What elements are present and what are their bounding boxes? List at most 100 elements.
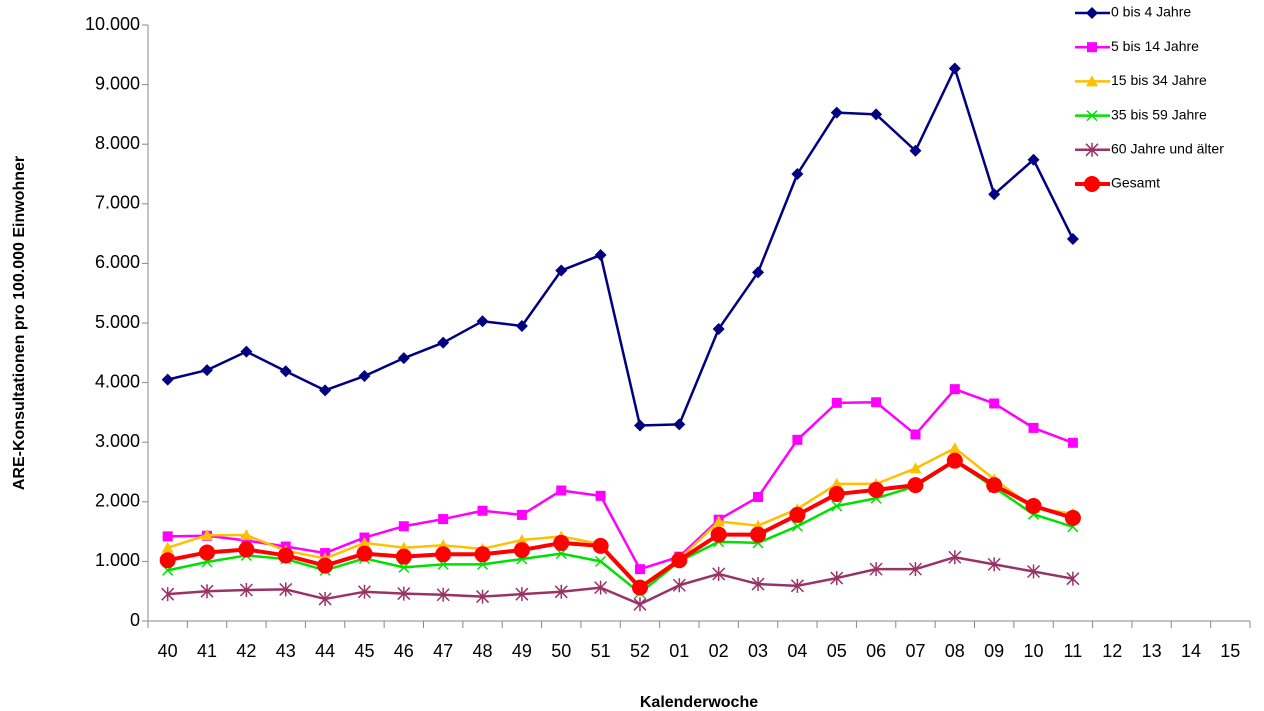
marker	[595, 555, 607, 567]
marker	[791, 520, 803, 532]
marker	[753, 492, 764, 503]
x-tick-label: 43	[276, 641, 296, 661]
x-tick-label: 47	[433, 641, 453, 661]
marker	[199, 544, 216, 561]
marker	[986, 477, 1003, 494]
marker	[1025, 497, 1042, 514]
x-tick-label: 50	[551, 641, 571, 661]
y-tick-label: 2.000	[95, 491, 140, 511]
marker	[397, 352, 410, 365]
marker	[790, 578, 804, 593]
marker	[1086, 75, 1098, 87]
y-axis-title: ARE-Konsultationen pro 100.000 Einwohner	[11, 156, 28, 490]
marker	[279, 365, 292, 378]
marker	[474, 546, 491, 563]
y-tick-label: 4.000	[95, 371, 140, 391]
marker	[909, 462, 922, 474]
marker	[395, 548, 412, 565]
series-line	[167, 67, 1075, 427]
y-tick-label: 10.000	[85, 14, 140, 34]
marker	[1086, 7, 1098, 19]
marker	[634, 564, 645, 575]
x-tick-label: 07	[905, 641, 925, 661]
marker	[710, 526, 727, 543]
marker	[750, 526, 767, 543]
x-tick-label: 12	[1102, 641, 1122, 661]
marker	[161, 541, 174, 553]
marker	[556, 485, 567, 496]
marker	[594, 249, 607, 262]
marker	[319, 384, 332, 397]
x-tick-label: 49	[512, 641, 532, 661]
marker	[1084, 176, 1100, 192]
marker	[438, 514, 449, 525]
marker	[751, 577, 765, 592]
marker	[712, 322, 725, 335]
x-tick-label: 02	[709, 641, 729, 661]
marker	[161, 587, 175, 602]
marker	[831, 397, 842, 408]
y-tick-label: 8.000	[95, 133, 140, 153]
marker	[830, 477, 843, 489]
x-tick-label: 13	[1142, 641, 1162, 661]
marker	[1087, 42, 1097, 53]
marker	[910, 429, 921, 440]
marker	[279, 582, 293, 597]
marker	[398, 521, 409, 532]
marker	[516, 509, 527, 520]
legend-text: 15 bis 34 Jahre	[1111, 72, 1207, 88]
y-tick-label: 1.000	[95, 550, 140, 570]
marker	[161, 373, 174, 386]
marker	[200, 584, 214, 599]
y-tick-label: 6.000	[95, 252, 140, 272]
x-tick-label: 14	[1181, 641, 1201, 661]
marker	[1066, 232, 1079, 245]
marker	[1027, 153, 1040, 166]
x-tick-label: 04	[787, 641, 807, 661]
x-tick-label: 42	[236, 641, 256, 661]
marker	[357, 584, 371, 599]
marker	[909, 144, 922, 157]
marker	[948, 442, 961, 454]
marker	[594, 580, 608, 595]
marker	[633, 419, 646, 432]
x-tick-label: 01	[669, 641, 689, 661]
marker	[240, 345, 253, 358]
marker	[791, 168, 804, 180]
marker	[435, 546, 452, 563]
marker	[1067, 437, 1078, 448]
marker	[1064, 509, 1081, 526]
marker	[907, 477, 924, 494]
marker	[869, 562, 883, 577]
marker	[830, 571, 844, 586]
marker	[870, 108, 883, 121]
marker	[988, 188, 1001, 201]
marker	[712, 566, 726, 581]
legend-text: 60 Jahre und älter	[1111, 141, 1224, 157]
marker	[477, 505, 488, 516]
marker	[201, 364, 214, 377]
marker	[476, 315, 489, 328]
marker	[240, 529, 253, 541]
marker	[1027, 564, 1041, 579]
series-line	[167, 387, 1074, 571]
x-tick-label: 45	[354, 641, 374, 661]
marker	[1028, 422, 1039, 433]
marker	[1086, 110, 1098, 122]
marker	[238, 541, 255, 558]
marker	[1066, 571, 1080, 586]
marker	[789, 506, 806, 523]
marker	[201, 529, 214, 541]
marker	[317, 557, 334, 574]
x-tick-label: 03	[748, 641, 768, 661]
y-tick-label: 0	[130, 610, 140, 630]
x-tick-label: 46	[394, 641, 414, 661]
marker	[397, 586, 411, 601]
marker	[356, 545, 373, 562]
marker	[513, 542, 530, 559]
marker	[831, 500, 843, 512]
marker	[672, 578, 686, 593]
x-tick-label: 40	[158, 641, 178, 661]
series-line	[167, 458, 1074, 590]
